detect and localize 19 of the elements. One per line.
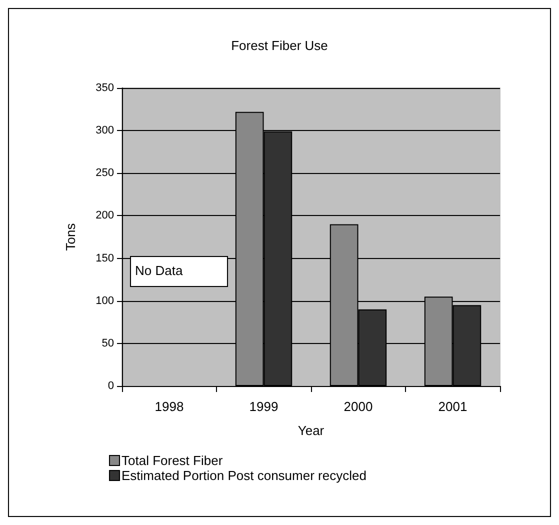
y-tick-label: 150: [96, 252, 114, 264]
y-tick-label: 50: [102, 337, 114, 350]
note-box: No Data: [130, 256, 228, 287]
y-tick-label: 200: [96, 210, 114, 222]
x-axis-title: Year: [298, 423, 325, 438]
y-tick-label: 250: [96, 167, 114, 180]
y-tick-label: 300: [96, 124, 114, 137]
x-tick-label: 1998: [154, 399, 184, 414]
legend-label: Estimated Portion Post consumer recycled: [122, 468, 366, 483]
y-tick-label: 100: [96, 294, 114, 307]
x-tick-label: 2001: [438, 399, 468, 414]
legend-label: Total Forest Fiber: [122, 453, 224, 468]
x-tick-label: 1999: [249, 399, 278, 414]
y-tick-label: 0: [108, 380, 114, 392]
y-tick-label: 350: [96, 82, 114, 94]
chart-title: Forest Fiber Use: [231, 38, 328, 53]
y-axis-title: Tons: [63, 222, 78, 251]
annotation: No Data: [135, 263, 183, 278]
x-tick-label: 2000: [344, 399, 373, 414]
